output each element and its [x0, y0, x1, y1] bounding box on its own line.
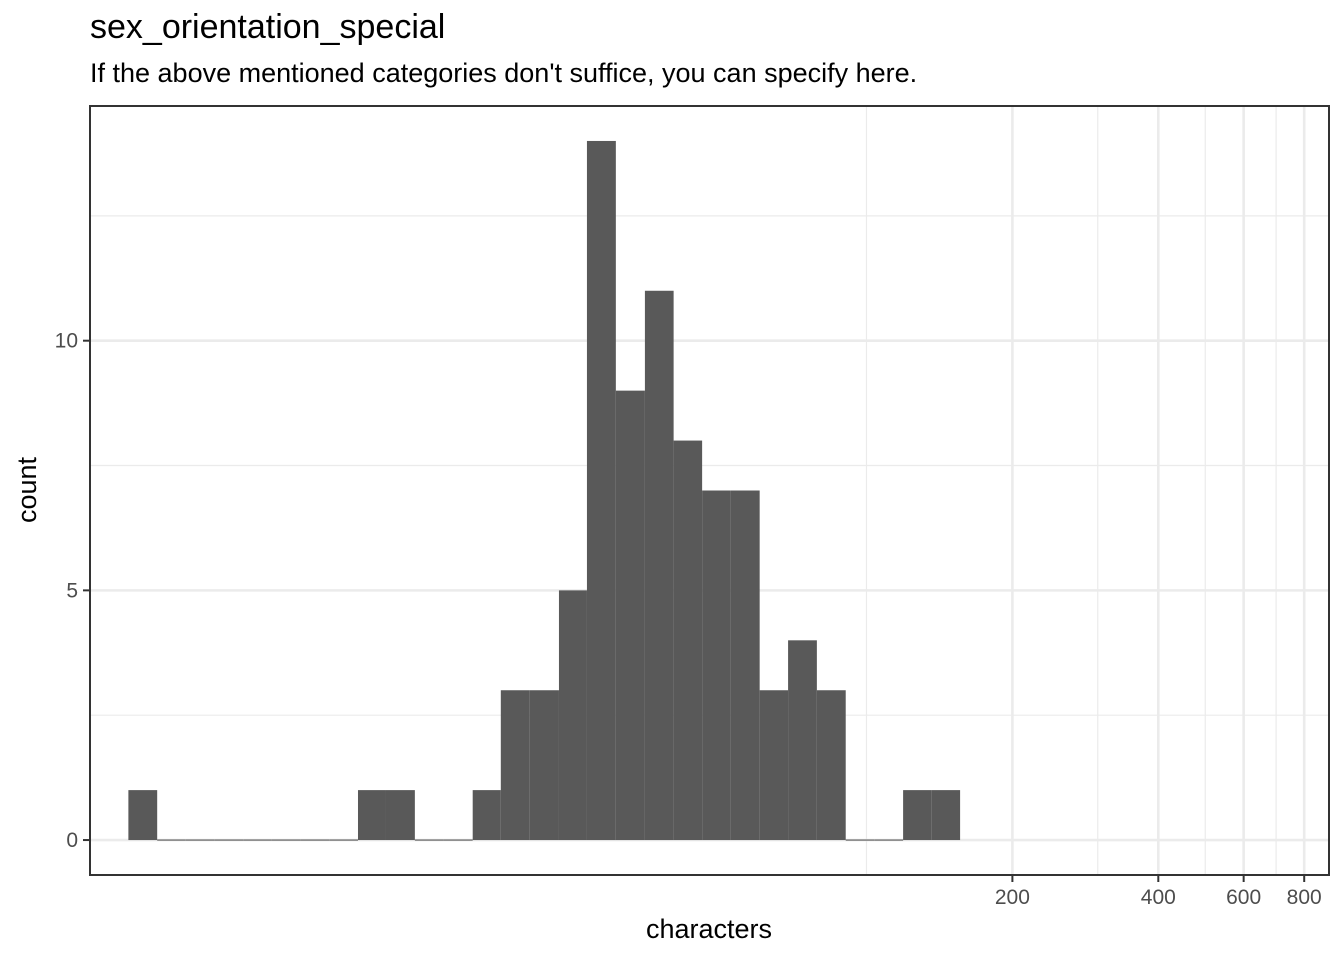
x-tick-label: 400: [1141, 886, 1176, 909]
histogram-bar: [730, 490, 760, 841]
histogram-bar: [816, 690, 846, 841]
histogram-bar: [903, 790, 932, 841]
histogram-bar: [586, 140, 616, 841]
y-tick-label: 5: [66, 579, 78, 602]
x-tick-label: 200: [995, 886, 1030, 909]
y-tick-label: 0: [66, 829, 78, 852]
histogram-bar: [500, 690, 530, 841]
y-axis-title: count: [12, 456, 42, 523]
histogram-bar: [128, 790, 158, 841]
histogram-bar: [931, 790, 961, 841]
panel-border: [89, 105, 1330, 876]
axis-layer: 0 5 10 200 400 600 800: [55, 330, 1322, 909]
histogram-bar: [673, 440, 703, 841]
histogram-bar: [357, 790, 386, 841]
histogram-bar: [788, 640, 817, 841]
histogram-bar: [558, 590, 587, 841]
y-tick-label: 10: [55, 330, 78, 353]
histogram-bar: [615, 390, 645, 841]
histogram-bar: [759, 690, 789, 841]
chart-subtitle: If the above mentioned categories don't …: [90, 58, 918, 88]
histogram-bar: [472, 790, 501, 841]
x-axis-title: characters: [646, 914, 772, 944]
histogram-bar: [529, 690, 559, 841]
x-tick-label: 600: [1226, 886, 1261, 909]
bar-layer: [128, 140, 961, 841]
histogram-bar: [702, 490, 731, 841]
histogram-bar: [644, 290, 674, 841]
x-tick-label: 800: [1287, 886, 1322, 909]
histogram-bar: [385, 790, 415, 841]
chart-title: sex_orientation_special: [90, 8, 446, 46]
